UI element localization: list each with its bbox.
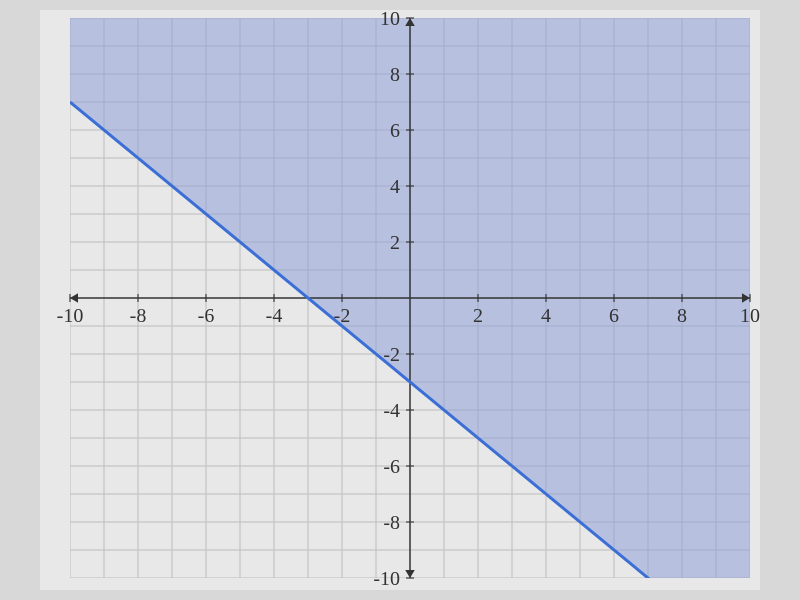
x-tick-label: -8	[130, 305, 147, 327]
x-tick-label: 6	[609, 305, 619, 327]
x-tick-label: 8	[677, 305, 687, 327]
y-tick-label: 2	[390, 232, 400, 254]
y-tick-label: 6	[390, 120, 400, 142]
x-tick-label: -10	[57, 305, 84, 327]
x-tick-label: -6	[198, 305, 215, 327]
y-tick-label: 8	[390, 64, 400, 86]
x-tick-label: 4	[541, 305, 551, 327]
y-tick-label: -8	[383, 512, 400, 534]
x-tick-label: -4	[266, 305, 283, 327]
y-tick-label: 4	[390, 176, 400, 198]
x-tick-label: 10	[740, 305, 760, 327]
x-tick-label: -2	[334, 305, 351, 327]
y-tick-label: 10	[380, 10, 400, 30]
y-tick-label: -4	[383, 400, 400, 422]
y-tick-label: -10	[373, 568, 400, 590]
inequality-graph: -10-8-6-4-2246810108642-2-4-6-8-10	[40, 10, 760, 590]
x-tick-label: 2	[473, 305, 483, 327]
graph-canvas: -10-8-6-4-2246810108642-2-4-6-8-10	[40, 10, 760, 590]
y-tick-label: -6	[383, 456, 400, 478]
